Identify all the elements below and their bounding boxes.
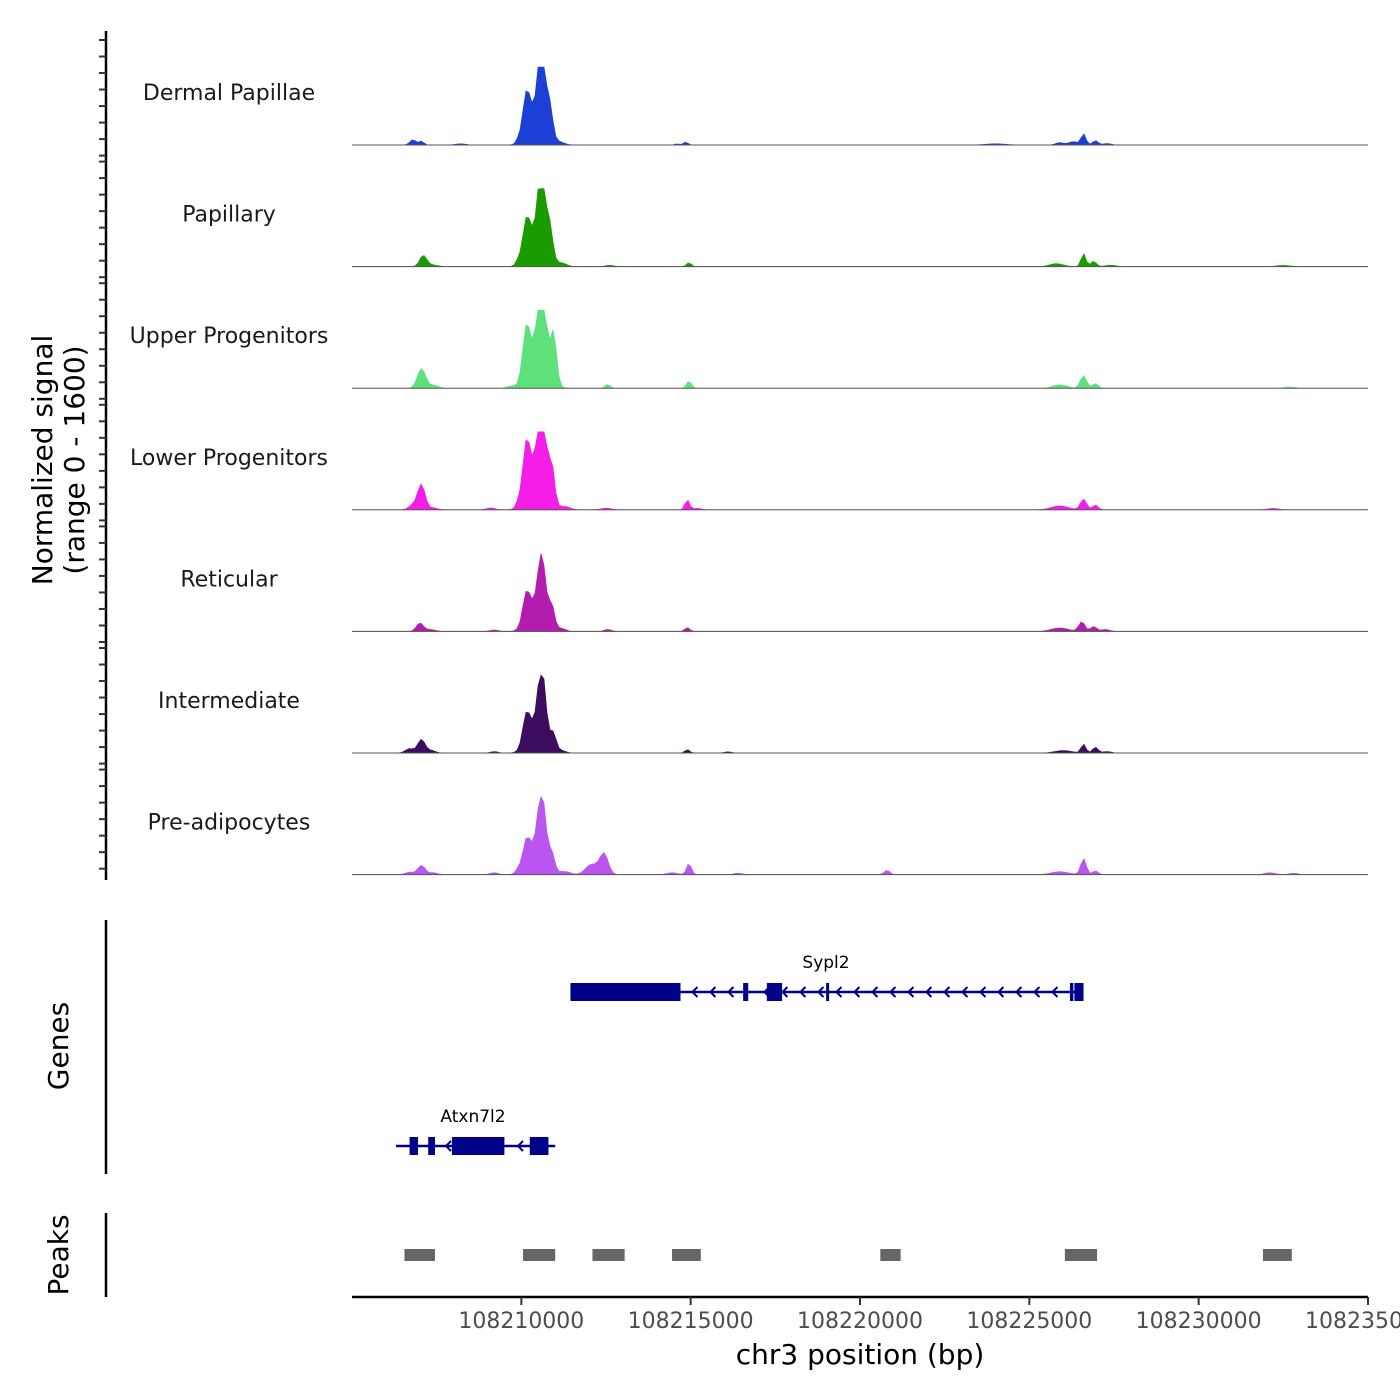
gene-exon [766, 983, 783, 1001]
coverage-track: Intermediate [158, 674, 1368, 754]
track-label: Papillary [182, 203, 276, 228]
strand-arrow [835, 986, 843, 998]
gene-name-label: Atxn7l2 [440, 1107, 505, 1127]
peak-region [1064, 1249, 1098, 1261]
gene-exon [428, 1137, 435, 1155]
gene-exon [451, 1137, 505, 1155]
strand-arrow [799, 986, 807, 998]
peak-region [672, 1249, 701, 1261]
strand-arrow [691, 986, 699, 998]
gene-model: Sypl2 [570, 953, 1084, 1001]
strand-arrow [997, 986, 1005, 998]
strand-arrow [781, 986, 789, 998]
coverage-track: Lower Progenitors [130, 431, 1368, 511]
coverage-area [352, 309, 1368, 389]
gene-exon [409, 1137, 419, 1155]
strand-arrow [727, 986, 735, 998]
strand-arrow [889, 986, 897, 998]
coverage-track: Dermal Papillae [143, 66, 1368, 146]
gene-name-label: Sypl2 [802, 953, 849, 973]
strand-arrow [1051, 986, 1059, 998]
x-axis: 108210000 108215000 108220000 108225000 1082… [352, 1295, 1400, 1334]
gene-model: Atxn7l2 [396, 1107, 556, 1155]
strand-arrow [817, 986, 825, 998]
strand-arrow [943, 986, 951, 998]
track-label: Lower Progenitors [130, 446, 328, 471]
strand-arrow [853, 986, 861, 998]
track-label: Reticular [180, 567, 278, 592]
peak-region [523, 1249, 556, 1261]
strand-arrow [961, 986, 969, 998]
x-tick-label: 108215000 [628, 1309, 754, 1334]
strand-arrow [1033, 986, 1041, 998]
peak-region [404, 1249, 435, 1261]
track-label: Pre-adipocytes [148, 811, 311, 836]
strand-arrow [516, 1140, 524, 1152]
coverage-area [352, 188, 1368, 267]
x-tick-label: 108220000 [797, 1309, 923, 1334]
gene-exon [826, 983, 830, 1001]
x-tick-label: 108230000 [1136, 1309, 1262, 1334]
strand-arrow [907, 986, 915, 998]
coverage-area [352, 795, 1368, 875]
y-axis-range-label: (range 0 - 1600) [58, 345, 91, 574]
strand-arrow [979, 986, 987, 998]
x-axis-title: chr3 position (bp) [736, 1338, 985, 1371]
y-axis-title: Normalized signal [26, 335, 59, 586]
x-tick-label: 108235000 [1305, 1309, 1400, 1334]
x-tick-label: 108210000 [458, 1309, 584, 1334]
coverage-area [352, 553, 1368, 632]
coverage-y-axis [99, 31, 108, 880]
coverage-tracks: Dermal Papillae Papillary Upper Progenitor… [130, 66, 1368, 876]
strand-arrow [1015, 986, 1023, 998]
track-label: Intermediate [158, 689, 300, 714]
gene-exon [570, 983, 681, 1001]
gene-exon [1074, 983, 1084, 1001]
gene-annotation-track: Sypl2 Atxn7l2 [396, 953, 1084, 1155]
peak-region [592, 1249, 625, 1261]
peak-region [880, 1249, 901, 1261]
strand-arrow [925, 986, 933, 998]
coverage-track: Reticular [180, 553, 1368, 632]
coverage-area [352, 674, 1368, 754]
gene-exon [529, 1137, 549, 1155]
gene-exon [743, 983, 749, 1001]
track-label: Upper Progenitors [130, 324, 329, 349]
coverage-track: Pre-adipocytes [148, 795, 1368, 876]
peaks-track-title: Peaks [42, 1214, 75, 1295]
peak-region [1263, 1249, 1292, 1261]
coverage-track: Upper Progenitors [130, 309, 1368, 389]
gene-exon [1069, 983, 1074, 1001]
coverage-track: Papillary [182, 188, 1368, 268]
peak-region-track [404, 1249, 1292, 1261]
x-tick-label: 108225000 [966, 1309, 1092, 1334]
strand-arrow [871, 986, 879, 998]
strand-arrow [709, 986, 717, 998]
coverage-area [352, 66, 1368, 146]
genes-track-title: Genes [42, 1002, 75, 1090]
track-label: Dermal Papillae [143, 81, 315, 106]
strand-arrow [444, 1140, 452, 1152]
coverage-area [352, 431, 1368, 511]
